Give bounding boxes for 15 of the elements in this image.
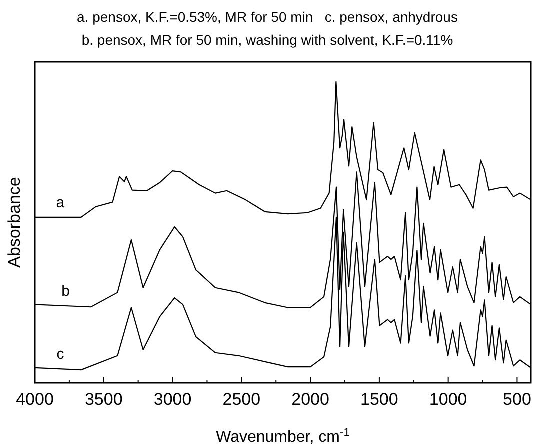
x-tick-label: 2000 [292, 390, 330, 409]
x-tick-label: 3500 [84, 390, 123, 409]
x-axis-title: Wavenumber, cm$^{-1}$ [216, 427, 350, 446]
x-tick-label: 1500 [360, 390, 398, 409]
series-label: c [56, 346, 65, 363]
x-tick-label: 2500 [222, 390, 261, 409]
x-tick-label: 3000 [154, 390, 192, 409]
x-tick-label: 4000 [16, 390, 54, 409]
x-tick-label: 500 [503, 390, 532, 409]
chart-subtitle: b. pensox, MR for 50 min, washing with solvent, K.F.=0.11% [82, 32, 454, 48]
series-label: b [62, 282, 70, 300]
chart-title: a. pensox, K.F.=0.53%, MR for 50 min c. pensox, anhydrous [77, 9, 458, 25]
series-label: a [56, 194, 66, 212]
y-axis-title: Absorbance [5, 177, 24, 268]
x-tick-label: 1000 [429, 390, 468, 409]
